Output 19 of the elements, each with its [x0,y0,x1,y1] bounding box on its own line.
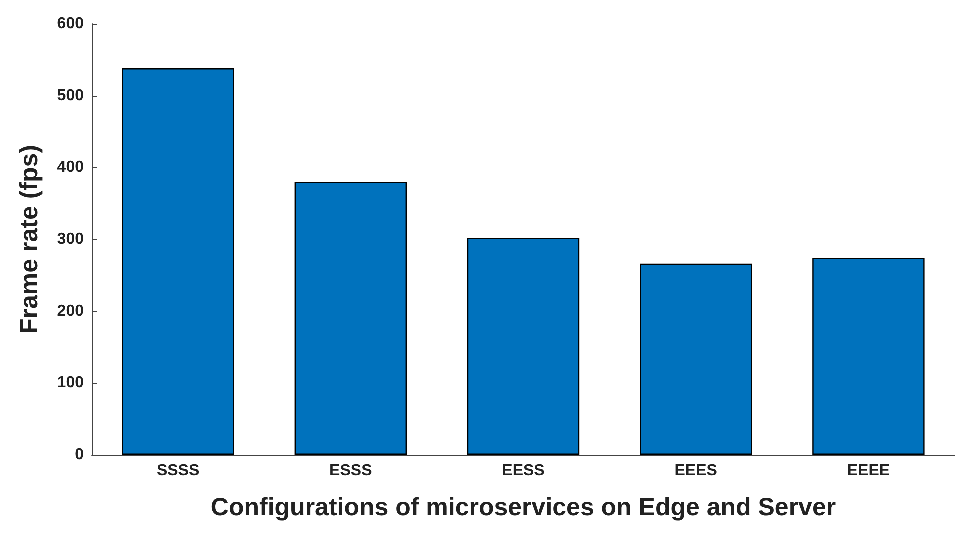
y-tick-label: 300 [57,231,84,248]
x-tick-label: EEES [674,462,718,480]
y-tick-label: 100 [57,374,84,392]
x-tick-label: EEEE [847,462,890,480]
x-axis-title: Configurations of microservices on Edge and Server [210,494,836,522]
y-tick-label: 600 [57,16,84,32]
bar [467,238,580,455]
bar [812,258,925,455]
y-tick-label: 500 [57,87,84,104]
bar [122,68,234,455]
x-tick-label: EESS [502,462,546,480]
y-tick-label: 0 [75,446,84,464]
x-tick-label: ESSS [330,462,373,480]
y-tick-label: 400 [57,159,84,176]
bar [640,264,752,455]
bar [294,182,407,455]
y-tick-label: 200 [57,302,84,320]
y-axis-title: Frame rate (fps) [16,145,44,334]
x-tick-label: SSSS [156,462,200,480]
